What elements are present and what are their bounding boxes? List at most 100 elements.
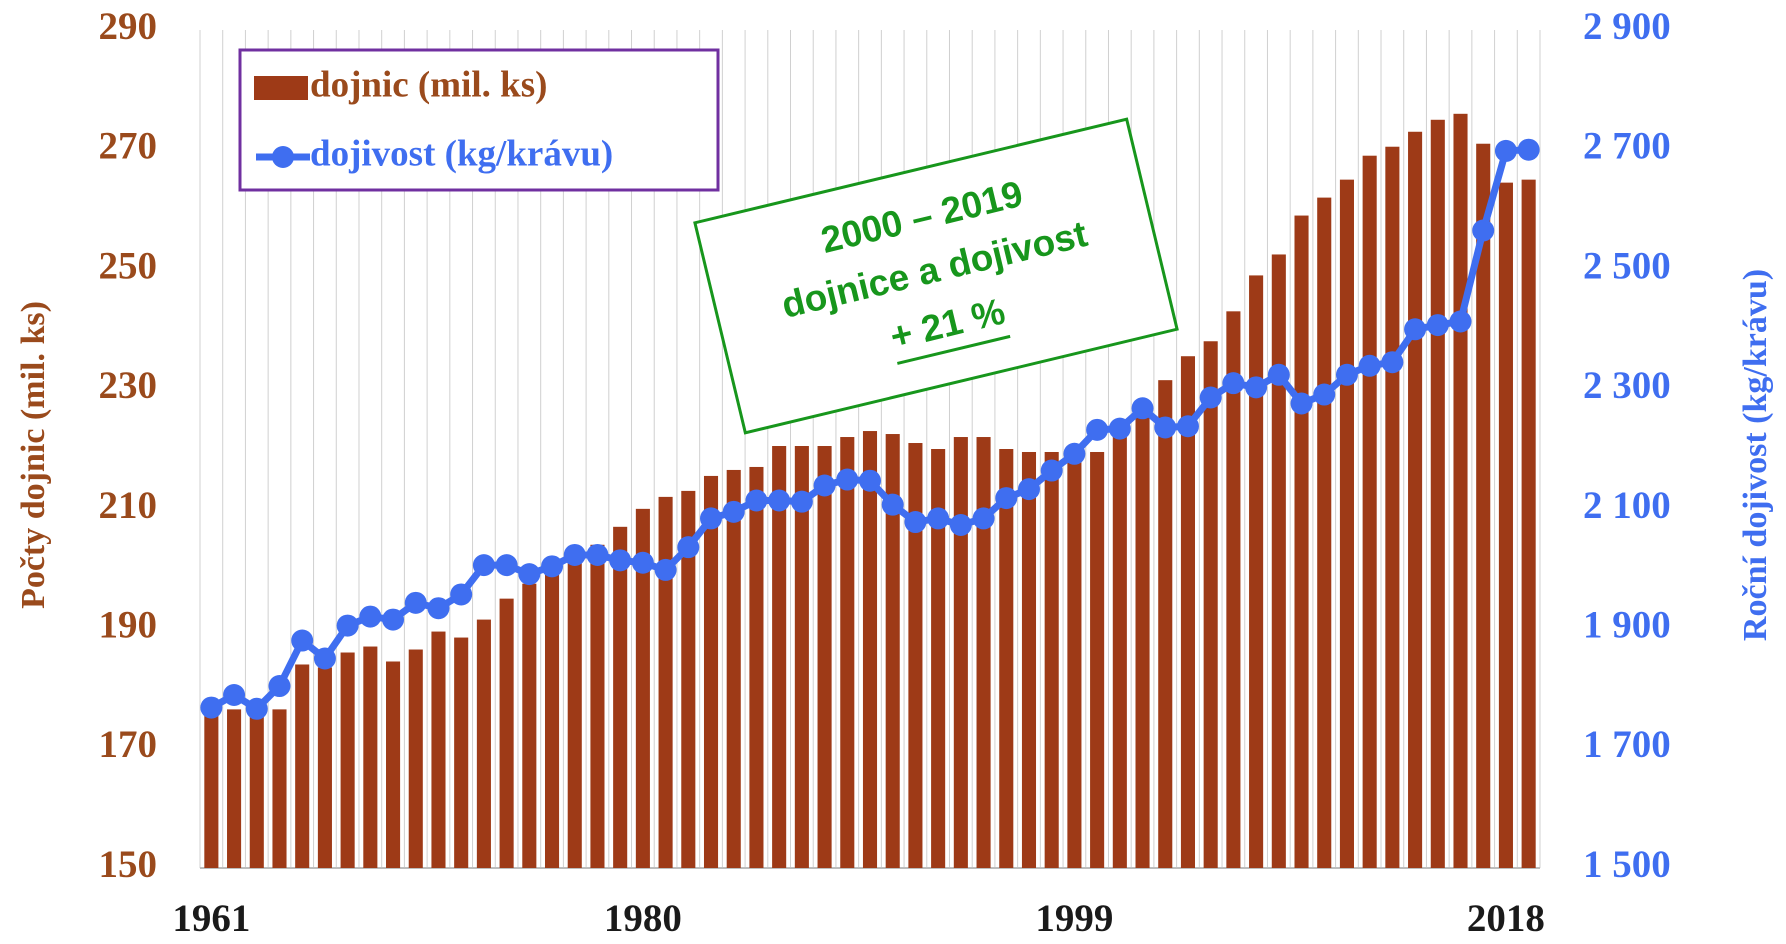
- line-marker: [859, 469, 881, 492]
- bar: [1339, 179, 1354, 869]
- x-tick-label: 1980: [604, 897, 682, 940]
- line-marker: [790, 490, 813, 513]
- line-marker: [1381, 351, 1404, 374]
- line-marker: [949, 514, 972, 537]
- bar: [840, 437, 855, 868]
- line-marker: [1017, 478, 1040, 501]
- line-marker: [1494, 139, 1517, 162]
- line-marker: [541, 555, 564, 578]
- bar: [1135, 401, 1150, 868]
- line-marker: [563, 543, 586, 566]
- line-marker: [1176, 415, 1199, 438]
- bar: [1408, 131, 1423, 868]
- line-marker: [495, 554, 518, 577]
- line-marker: [586, 543, 609, 566]
- bar: [1067, 454, 1082, 868]
- y-tick-label: 230: [99, 364, 158, 407]
- bar: [862, 431, 878, 868]
- bar: [295, 664, 310, 868]
- legend-label: dojivost (kg/krávu): [310, 133, 613, 174]
- bar: [340, 652, 355, 868]
- legend-box: [238, 48, 720, 192]
- y2-tick-label: 2 900: [1583, 5, 1671, 48]
- annotation-underline: [896, 334, 1011, 365]
- x-tick-label: 1961: [172, 897, 250, 940]
- line-marker: [336, 614, 359, 637]
- bar: [703, 475, 719, 868]
- line-marker: [472, 554, 495, 577]
- line-marker: [1086, 418, 1109, 441]
- x-tick-label: 2018: [1467, 897, 1545, 940]
- y-tick-label: 250: [99, 244, 158, 287]
- bar: [635, 508, 650, 868]
- line-marker: [382, 608, 405, 631]
- line-marker: [972, 507, 995, 530]
- bar: [885, 434, 900, 868]
- bar: [476, 619, 491, 868]
- y-tick-label: 190: [99, 604, 158, 647]
- line-marker: [995, 487, 1018, 510]
- bar: [1021, 451, 1037, 868]
- bar: [681, 490, 696, 868]
- y-tick-label: 210: [99, 484, 158, 527]
- bar: [431, 631, 446, 868]
- plot-area: 150 170 190 210 230 250 270 290 1 500 1 700 1 900 2…: [99, 5, 1671, 940]
- bar: [590, 544, 605, 868]
- line-marker: [1199, 386, 1222, 409]
- bar: [1271, 254, 1286, 868]
- line-marker: [1472, 219, 1495, 242]
- line-marker: [1108, 417, 1131, 440]
- y-tick-label: 150: [99, 843, 158, 886]
- bar: [204, 712, 219, 868]
- bar: [726, 469, 741, 868]
- line-marker: [313, 647, 336, 670]
- bar: [931, 449, 946, 868]
- line-marker: [1040, 459, 1063, 482]
- line-marker: [1313, 383, 1336, 406]
- bar: [227, 709, 242, 868]
- line-marker: [427, 597, 450, 620]
- line-marker: [700, 507, 723, 530]
- bar: [999, 449, 1014, 868]
- legend-marker: [272, 146, 294, 168]
- bar: [544, 565, 560, 868]
- annotation-box: [693, 117, 1179, 435]
- bar: [1430, 119, 1445, 869]
- bar: [772, 446, 787, 868]
- line-marker: [881, 493, 904, 516]
- line-marker: [268, 675, 291, 698]
- bar: [1317, 197, 1332, 869]
- bar: [408, 649, 423, 868]
- bar: [953, 437, 968, 868]
- bar: [454, 637, 469, 868]
- bar: [658, 496, 673, 868]
- line-marker: [609, 549, 632, 572]
- bar: [249, 712, 264, 868]
- bar: [749, 466, 764, 868]
- line-marker: [1404, 318, 1427, 341]
- bar: [817, 446, 832, 868]
- line-marker: [745, 489, 768, 512]
- line-marker: [813, 474, 836, 497]
- bar: [1362, 155, 1377, 868]
- bar: [1203, 341, 1218, 868]
- bar: [1453, 113, 1468, 869]
- line-marker: [1131, 397, 1154, 420]
- y2-tick-label: 2 700: [1583, 125, 1671, 168]
- bar: [1090, 451, 1105, 868]
- line-marker: [200, 696, 223, 719]
- line-marker: [1290, 392, 1313, 415]
- bar: [1226, 311, 1241, 868]
- x-tick-label: 1999: [1035, 897, 1113, 940]
- line-marker: [631, 551, 654, 574]
- bar: [1044, 451, 1059, 868]
- line-marker: [359, 605, 382, 628]
- bar: [1476, 143, 1491, 868]
- legend: dojnic (mil. ks) dojivost (kg/krávu): [238, 48, 720, 192]
- bar: [794, 446, 809, 868]
- bar: [1249, 275, 1264, 868]
- bar: [317, 667, 332, 868]
- line-marker: [291, 629, 314, 652]
- line-marker: [223, 684, 246, 707]
- line-marker: [1449, 310, 1472, 333]
